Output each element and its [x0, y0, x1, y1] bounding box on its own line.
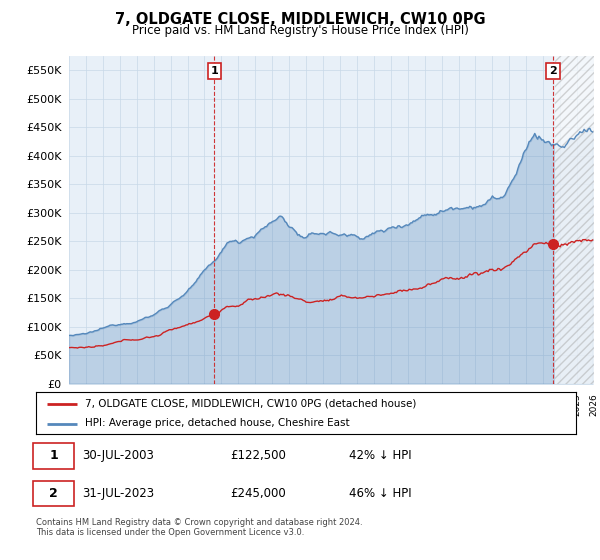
Text: £245,000: £245,000 — [230, 487, 286, 500]
Text: HPI: Average price, detached house, Cheshire East: HPI: Average price, detached house, Ches… — [85, 418, 349, 428]
Text: 1: 1 — [49, 449, 58, 462]
Text: 42% ↓ HPI: 42% ↓ HPI — [349, 449, 412, 462]
Text: 7, OLDGATE CLOSE, MIDDLEWICH, CW10 0PG: 7, OLDGATE CLOSE, MIDDLEWICH, CW10 0PG — [115, 12, 485, 27]
Text: 1: 1 — [211, 66, 218, 76]
Bar — [554, 56, 594, 384]
Text: 2: 2 — [549, 66, 557, 76]
FancyBboxPatch shape — [34, 480, 74, 506]
Text: £122,500: £122,500 — [230, 449, 286, 462]
Text: 2: 2 — [49, 487, 58, 500]
FancyBboxPatch shape — [34, 443, 74, 469]
Text: 30-JUL-2003: 30-JUL-2003 — [82, 449, 154, 462]
Text: Contains HM Land Registry data © Crown copyright and database right 2024.
This d: Contains HM Land Registry data © Crown c… — [36, 518, 362, 538]
Text: Price paid vs. HM Land Registry's House Price Index (HPI): Price paid vs. HM Land Registry's House … — [131, 24, 469, 36]
Text: 46% ↓ HPI: 46% ↓ HPI — [349, 487, 412, 500]
Bar — [554, 56, 594, 384]
Text: 7, OLDGATE CLOSE, MIDDLEWICH, CW10 0PG (detached house): 7, OLDGATE CLOSE, MIDDLEWICH, CW10 0PG (… — [85, 399, 416, 409]
Text: 31-JUL-2023: 31-JUL-2023 — [82, 487, 154, 500]
